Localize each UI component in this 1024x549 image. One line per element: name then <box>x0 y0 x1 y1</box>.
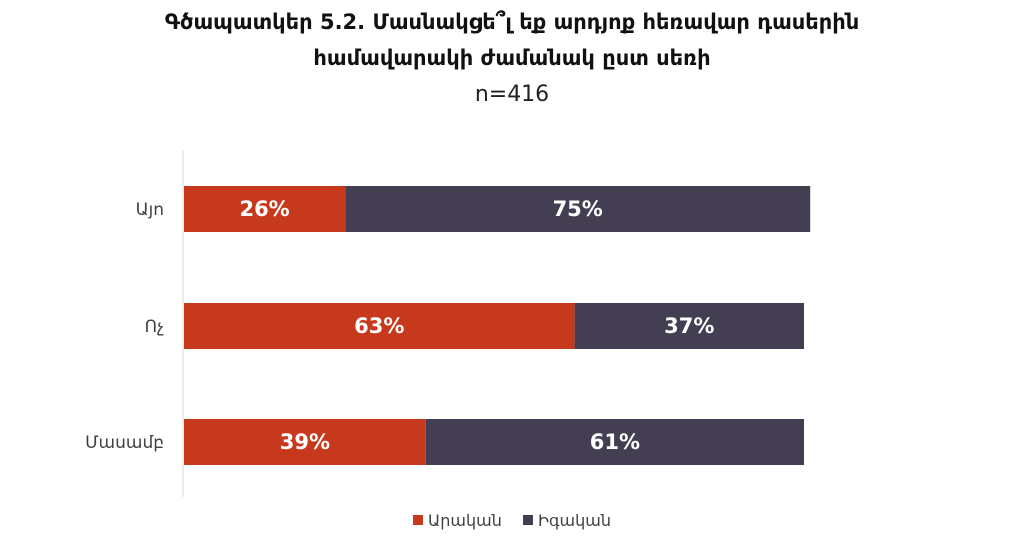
bar-yes-female <box>345 186 811 232</box>
data-label-no-female: 37% <box>664 314 714 338</box>
bar-no-female <box>574 303 804 349</box>
chart-title-line1: Գծապատկեր 5.2. Մասնակցե՞լ եք արդյոք հեռա… <box>164 10 860 34</box>
category-label-partly: Մասամբ <box>85 433 164 453</box>
legend-label-male: Արական <box>428 510 502 530</box>
chart-subtitle: n=416 <box>474 82 550 107</box>
category-label-no: Ոչ <box>145 317 164 337</box>
legend-label-female: Իգական <box>537 510 611 530</box>
bar-group-partly: Մասամբ 39% 61% <box>85 419 804 465</box>
legend-item-female: Իգական <box>522 510 611 530</box>
chart-title-line2: համավարակի ժամանակ ըստ սեռի <box>313 46 711 70</box>
bar-partly-female <box>425 419 804 465</box>
legend-item-male: Արական <box>413 510 502 530</box>
data-label-no-male: 63% <box>354 314 404 338</box>
legend-swatch-male <box>413 515 423 525</box>
data-label-partly-female: 61% <box>590 430 640 454</box>
bar-group-yes: Այո 26% 75% <box>136 186 811 232</box>
bar-yes-male <box>184 186 346 232</box>
legend-swatch-female <box>522 515 533 525</box>
data-label-partly-male: 39% <box>280 430 330 454</box>
stacked-bar-chart: Այո 26% 75% Ոչ 63% 37% Մասամբ 39% 61% <box>85 150 811 497</box>
bar-group-no: Ոչ 63% 37% <box>145 303 804 349</box>
data-label-yes-male: 26% <box>239 197 289 221</box>
legend: Արական Իգական <box>0 509 1024 530</box>
bar-partly-male <box>184 419 426 465</box>
data-label-yes-female: 75% <box>553 197 603 221</box>
bar-no-male <box>184 303 575 349</box>
category-label-yes: Այո <box>136 200 164 220</box>
